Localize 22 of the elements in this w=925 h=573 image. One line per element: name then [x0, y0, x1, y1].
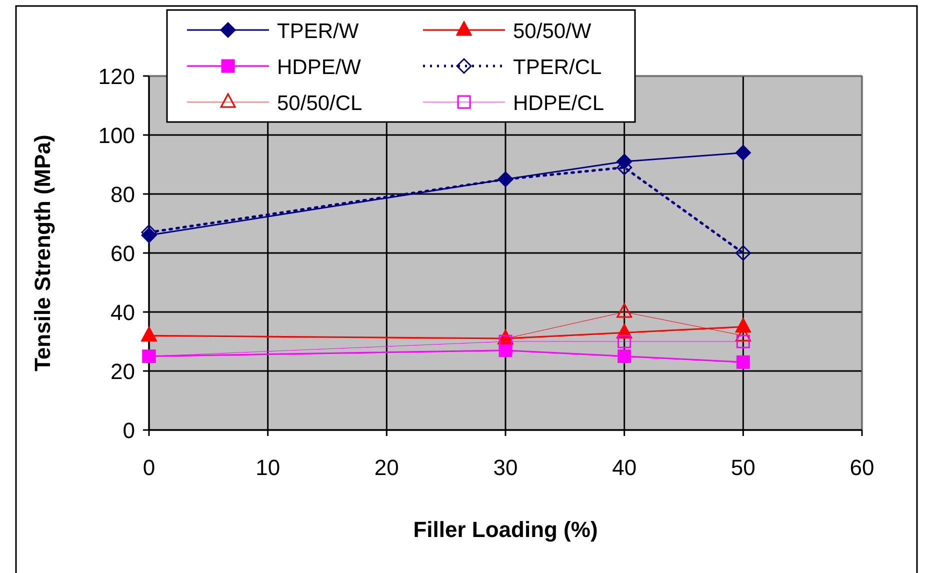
x-tick-label: 30 [493, 455, 518, 480]
legend-label: 50/50/W [513, 20, 592, 43]
legend-label: 50/50/CL [277, 92, 362, 115]
legend-label: HDPE/CL [513, 92, 604, 115]
legend-label: TPER/W [277, 20, 359, 43]
x-tick-label: 50 [730, 455, 756, 480]
y-tick-label: 60 [110, 241, 135, 266]
y-tick-label: 20 [110, 359, 135, 384]
x-tick-label: 0 [142, 455, 156, 480]
y-tick-label: 80 [110, 182, 135, 207]
y-tick-label: 40 [110, 300, 135, 325]
x-tick-label: 10 [256, 455, 280, 480]
y-tick-label: 0 [122, 418, 135, 443]
x-tick-label: 60 [850, 455, 874, 480]
x-axis-title: Filler Loading (%) [413, 517, 598, 542]
x-tick-label: 20 [374, 455, 399, 480]
legend-label: HDPE/W [277, 56, 362, 79]
y-tick-label: 100 [98, 123, 135, 148]
x-tick-label: 40 [612, 455, 637, 480]
y-tick-label: 120 [98, 64, 135, 89]
legend-label: TPER/CL [513, 56, 602, 79]
y-axis-title: Tensile Strength (MPa) [30, 134, 55, 372]
